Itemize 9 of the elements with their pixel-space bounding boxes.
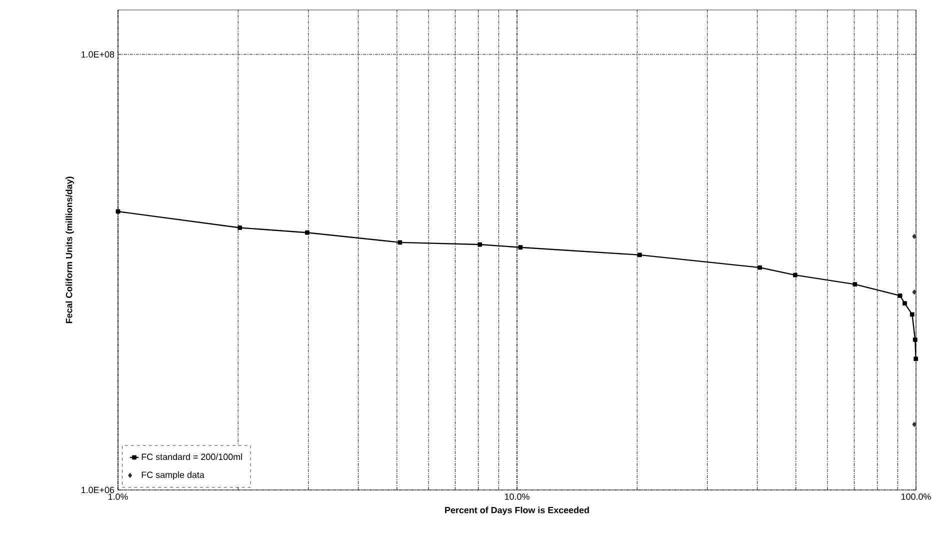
x-axis-title: Percent of Days Flow is Exceeded	[445, 506, 589, 516]
y-tick-label: 1.0E+06	[82, 486, 114, 494]
x-tick-label: 1.0%	[108, 493, 128, 500]
y-tick-label: 1.0E+08	[82, 51, 114, 58]
legend-label: FC sample data	[142, 471, 204, 480]
y-axis-title: Fecal Coliform Units (millions/day)	[66, 176, 74, 324]
x-tick-label: 10.0%	[504, 493, 530, 500]
legend-label: FC standard = 200/100ml	[142, 453, 242, 460]
x-tick-label: 100.0%	[901, 493, 931, 500]
